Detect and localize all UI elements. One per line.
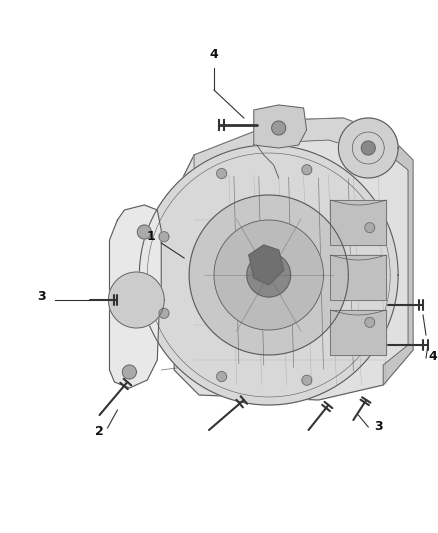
Polygon shape xyxy=(110,205,161,388)
Polygon shape xyxy=(174,118,413,400)
Text: 3: 3 xyxy=(374,420,382,433)
Polygon shape xyxy=(159,232,169,241)
Polygon shape xyxy=(189,195,348,355)
Polygon shape xyxy=(217,372,226,382)
Polygon shape xyxy=(254,105,307,148)
Text: 4: 4 xyxy=(429,350,437,363)
Polygon shape xyxy=(138,225,151,239)
Polygon shape xyxy=(194,118,388,175)
Polygon shape xyxy=(330,255,386,300)
Text: 2: 2 xyxy=(95,425,104,438)
Polygon shape xyxy=(123,365,136,379)
Polygon shape xyxy=(330,310,386,355)
Polygon shape xyxy=(272,121,286,135)
Polygon shape xyxy=(139,145,398,405)
Polygon shape xyxy=(361,141,375,155)
Polygon shape xyxy=(330,200,386,245)
Polygon shape xyxy=(302,165,312,175)
Polygon shape xyxy=(365,317,375,327)
Polygon shape xyxy=(302,375,312,385)
Polygon shape xyxy=(247,253,291,297)
Polygon shape xyxy=(214,220,324,330)
Polygon shape xyxy=(109,272,164,328)
Polygon shape xyxy=(383,135,413,385)
Text: 4: 4 xyxy=(210,48,219,61)
Polygon shape xyxy=(159,308,169,318)
Text: 1: 1 xyxy=(147,230,155,243)
Polygon shape xyxy=(339,118,398,178)
Polygon shape xyxy=(217,168,226,179)
Polygon shape xyxy=(365,223,375,233)
Polygon shape xyxy=(249,245,284,285)
Text: 3: 3 xyxy=(38,290,46,303)
